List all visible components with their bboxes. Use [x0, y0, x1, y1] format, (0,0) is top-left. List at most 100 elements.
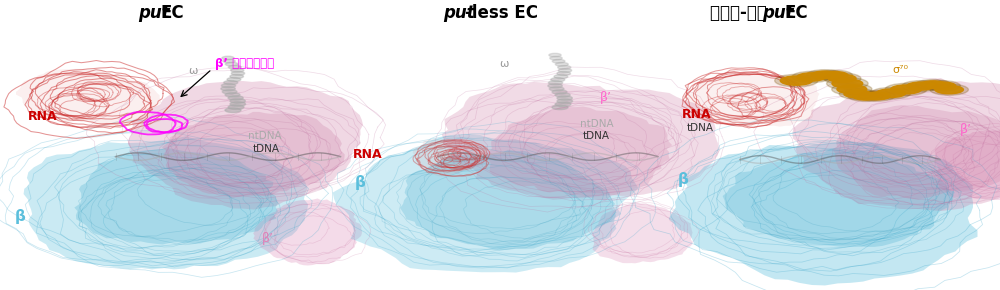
Circle shape — [558, 68, 572, 72]
Circle shape — [792, 71, 831, 83]
Text: β: β — [15, 209, 26, 224]
Circle shape — [549, 87, 564, 91]
Circle shape — [844, 90, 871, 98]
Polygon shape — [723, 148, 955, 247]
Circle shape — [832, 84, 872, 95]
Polygon shape — [442, 82, 719, 200]
Circle shape — [552, 90, 567, 94]
Text: ntDNA: ntDNA — [580, 119, 614, 129]
Circle shape — [828, 75, 856, 82]
Circle shape — [807, 70, 842, 80]
Text: β: β — [678, 172, 689, 187]
Circle shape — [780, 76, 812, 85]
Circle shape — [550, 56, 562, 60]
Circle shape — [225, 108, 241, 113]
Circle shape — [837, 85, 867, 94]
Polygon shape — [669, 142, 978, 285]
Circle shape — [230, 75, 243, 78]
Text: β: β — [355, 175, 366, 190]
Circle shape — [222, 90, 237, 94]
Polygon shape — [592, 203, 693, 263]
Circle shape — [230, 102, 246, 106]
Circle shape — [231, 71, 245, 75]
Circle shape — [797, 73, 826, 81]
Text: put: put — [762, 4, 794, 22]
Circle shape — [548, 84, 562, 88]
Circle shape — [853, 93, 879, 100]
Circle shape — [555, 93, 570, 97]
Text: EC: EC — [160, 4, 184, 22]
Circle shape — [223, 59, 235, 63]
Circle shape — [925, 81, 960, 91]
Text: ω: ω — [499, 59, 508, 69]
Circle shape — [930, 84, 968, 95]
Circle shape — [558, 66, 571, 69]
Circle shape — [557, 99, 573, 104]
Circle shape — [817, 70, 853, 80]
Circle shape — [551, 78, 565, 82]
Text: β’: β’ — [600, 91, 612, 104]
Text: tDNA: tDNA — [687, 123, 714, 133]
Circle shape — [920, 81, 946, 88]
Polygon shape — [16, 69, 161, 127]
Circle shape — [231, 68, 244, 72]
Circle shape — [224, 81, 238, 85]
Polygon shape — [833, 105, 1000, 200]
Circle shape — [225, 62, 238, 66]
Text: -less EC: -less EC — [465, 4, 538, 22]
Polygon shape — [485, 106, 672, 200]
Circle shape — [863, 92, 890, 100]
Polygon shape — [333, 135, 638, 273]
Circle shape — [907, 82, 935, 90]
Text: RNA: RNA — [682, 108, 712, 121]
Circle shape — [230, 99, 245, 103]
Polygon shape — [934, 130, 1000, 200]
Polygon shape — [253, 198, 362, 266]
Circle shape — [822, 72, 848, 79]
Circle shape — [227, 77, 241, 81]
Circle shape — [221, 87, 235, 91]
Text: β’: β’ — [960, 123, 972, 135]
Circle shape — [890, 85, 921, 94]
Circle shape — [557, 96, 572, 100]
Text: tDNA: tDNA — [583, 131, 610, 141]
Circle shape — [222, 56, 234, 60]
Circle shape — [555, 62, 568, 66]
Circle shape — [885, 83, 927, 95]
Text: RNA: RNA — [28, 110, 58, 122]
Text: tDNA: tDNA — [253, 144, 280, 154]
Circle shape — [228, 105, 244, 109]
Circle shape — [902, 81, 939, 92]
Polygon shape — [400, 150, 616, 250]
Circle shape — [824, 73, 861, 84]
Circle shape — [839, 89, 876, 99]
Polygon shape — [792, 78, 1000, 211]
Text: put: put — [443, 4, 475, 22]
Polygon shape — [684, 72, 819, 128]
Circle shape — [228, 96, 243, 100]
Circle shape — [221, 84, 236, 88]
Circle shape — [548, 81, 563, 85]
Circle shape — [811, 71, 838, 79]
Text: ntDNA: ntDNA — [248, 131, 282, 141]
Text: put: put — [138, 4, 170, 22]
Polygon shape — [74, 148, 278, 244]
Text: ω: ω — [188, 66, 197, 76]
Text: σ⁷⁰: σ⁷⁰ — [892, 65, 908, 75]
Circle shape — [929, 82, 956, 90]
Text: 시그마-결합: 시그마-결합 — [710, 4, 773, 22]
Circle shape — [557, 72, 570, 75]
Polygon shape — [413, 139, 488, 177]
Circle shape — [848, 91, 883, 101]
Text: β’: β’ — [262, 232, 274, 245]
Circle shape — [552, 59, 565, 63]
Polygon shape — [128, 81, 363, 210]
Circle shape — [827, 77, 868, 90]
Circle shape — [859, 91, 895, 101]
Circle shape — [876, 89, 906, 97]
Circle shape — [775, 74, 818, 87]
Text: β’ 아연결합부분: β’ 아연결합부분 — [215, 57, 274, 70]
Text: EC: EC — [784, 4, 808, 22]
Circle shape — [552, 105, 568, 110]
Circle shape — [935, 86, 963, 94]
